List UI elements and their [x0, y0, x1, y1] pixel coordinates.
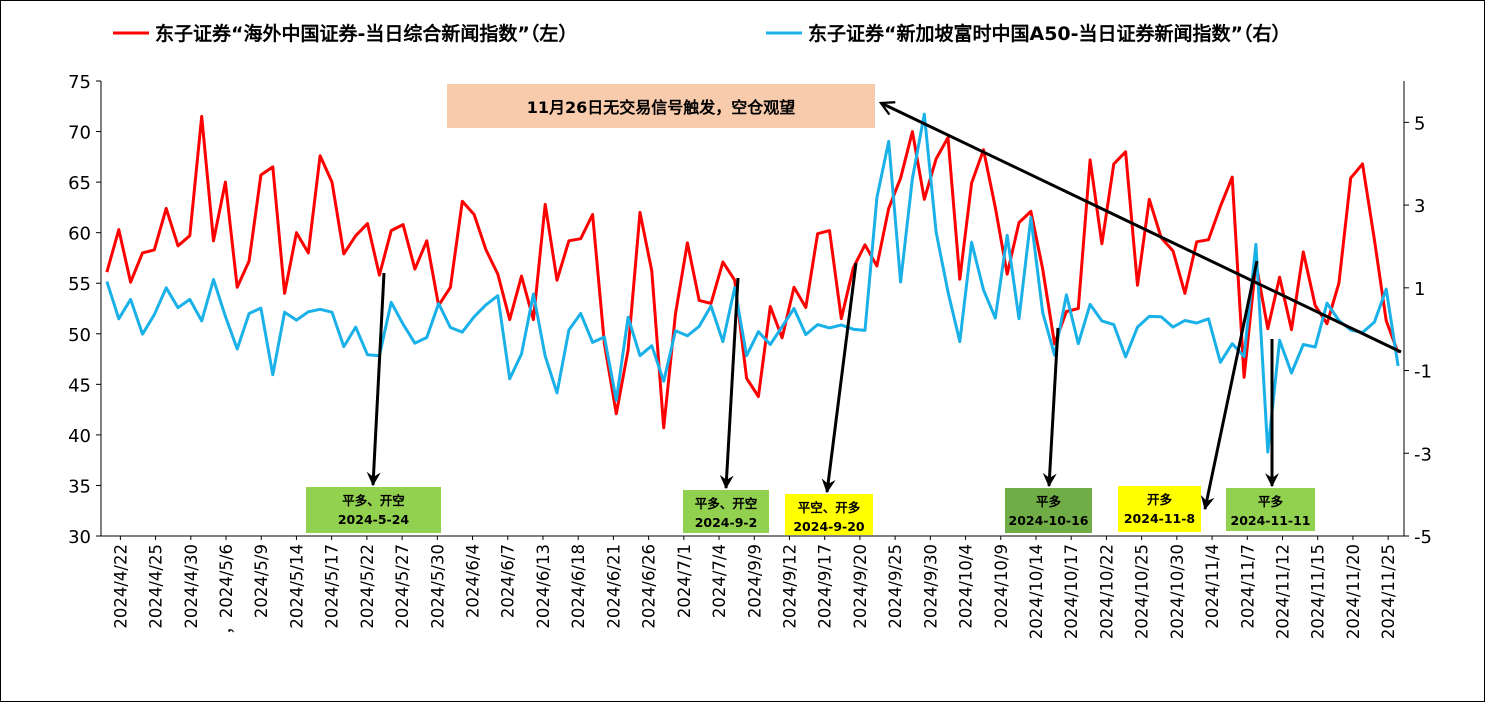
x-tick-label: ，2024/5/6 [217, 544, 236, 635]
signal-box [1226, 488, 1315, 531]
x-tick-label: 2024/11/7 [1238, 544, 1257, 629]
left-tick-label: 65 [68, 173, 91, 194]
x-tick-label: 2024/10/25 [1133, 544, 1152, 639]
legend: 东子证券“海外中国证券-当日综合新闻指数”（左） 东子证券“新加坡富时中国A50-… [113, 22, 1291, 45]
series-line-1 [105, 114, 1400, 430]
signal-box [306, 487, 441, 533]
left-tick-label: 75 [68, 72, 91, 93]
x-tick-label: 2024/11/12 [1274, 544, 1293, 639]
x-tick-label: 2024/11/4 [1203, 544, 1222, 629]
signal-action: 平多、开空 [342, 493, 405, 508]
x-tick-label: 2024/9/12 [780, 544, 799, 629]
signal-date: 2024-11-11 [1231, 513, 1311, 528]
x-tick-label: 2024/10/4 [957, 544, 976, 629]
signal-callout-6: 平多 2024-11-11 [1226, 339, 1315, 531]
x-tick-label: 2024/9/17 [816, 544, 835, 629]
series [105, 112, 1400, 454]
signal-callout-2: 平多、开空 2024-9-2 [683, 277, 769, 533]
x-tick-label: 2024/7/4 [710, 544, 729, 618]
x-tick-label: 2024/5/14 [287, 544, 306, 629]
signal-callout-3: 平空、开多 2024-9-20 [785, 262, 873, 535]
x-tick-label: 2024/7/1 [675, 544, 694, 618]
x-tick-label: 2024/4/25 [147, 544, 166, 629]
right-tick-label: 5 [1414, 113, 1425, 134]
x-tick-label: 2024/6/4 [464, 544, 483, 618]
legend-entry-1: 东子证券“海外中国证券-当日综合新闻指数”（左） [113, 22, 577, 45]
x-tick-label: 2024/9/25 [886, 544, 905, 629]
x-tick-label: 2024/11/15 [1309, 544, 1328, 639]
x-tick-label: 2024/10/14 [1027, 544, 1046, 639]
signal-arrow [1200, 260, 1259, 511]
x-tick-label: 2024/6/26 [640, 544, 659, 629]
x-tick-label: 2024/6/7 [499, 544, 518, 618]
signal-date: 2024-5-24 [338, 512, 410, 527]
left-tick-label: 55 [68, 274, 91, 295]
left-tick-label: 45 [68, 375, 91, 396]
x-tick-label: 2024/10/17 [1062, 544, 1081, 639]
note-box [447, 84, 875, 128]
signal-box [683, 490, 769, 533]
signal-callout-5: 开多 2024-11-8 [1118, 260, 1259, 532]
left-tick-label: 50 [68, 325, 91, 346]
signal-action: 开多 [1147, 492, 1173, 507]
signal-date: 2024-11-8 [1124, 511, 1195, 526]
x-tick-label: 2024/5/22 [358, 544, 377, 629]
right-tick-label: -3 [1414, 444, 1432, 465]
signal-action: 平多 [1036, 494, 1062, 509]
x-tick-label: 2024/11/25 [1379, 544, 1398, 639]
note-callout: 11月26日无交易信号触发，空仓观望 [447, 84, 1402, 354]
x-tick-label: 2024/9/20 [851, 544, 870, 629]
left-tick-label: 40 [68, 426, 91, 447]
x-tick-label: 2024/5/30 [428, 544, 447, 629]
note-arrow [881, 103, 1402, 354]
x-tick-label: 2024/9/9 [745, 544, 764, 618]
x-tick-label: 2024/6/21 [604, 544, 623, 629]
x-tick-label: 2024/9/30 [921, 544, 940, 629]
left-tick-label: 30 [68, 527, 91, 548]
signal-arrow [821, 262, 858, 494]
signal-date: 2024-9-2 [695, 515, 758, 530]
right-tick-label: 1 [1414, 279, 1425, 300]
x-tick-label: 2024/6/13 [534, 544, 553, 629]
x-tick-label: 2024/10/30 [1168, 544, 1187, 639]
legend-entry-2: 东子证券“新加坡富时中国A50-当日证券新闻指数”（右） [766, 22, 1291, 45]
right-tick-label: -5 [1414, 527, 1432, 548]
right-tick-label: 3 [1414, 196, 1425, 217]
x-tick-label: 2024/4/22 [111, 544, 130, 629]
x-tick-label: 2024/6/18 [569, 544, 588, 629]
signal-action: 平空、开多 [798, 500, 861, 515]
signal-box [1118, 486, 1201, 532]
signal-callout-1: 平多、开空 2024-5-24 [306, 272, 441, 533]
legend-label-1: 东子证券“海外中国证券-当日综合新闻指数”（左） [155, 22, 577, 45]
right-tick-label: -1 [1414, 362, 1432, 383]
x-tick-label: 2024/5/27 [393, 544, 412, 629]
x-tick-label: 2024/11/20 [1344, 544, 1363, 639]
signal-date: 2024-10-16 [1009, 513, 1089, 528]
signal-date: 2024-9-20 [793, 519, 865, 534]
signal-callout-4: 平多 2024-10-16 [1005, 327, 1092, 533]
series-line-2 [105, 112, 1400, 454]
x-tick-label: 2024/4/30 [182, 544, 201, 629]
signal-arrow [366, 272, 386, 487]
signal-box [785, 494, 873, 535]
signal-arrow [719, 277, 740, 490]
x-tick-label: 2024/5/17 [323, 544, 342, 629]
left-tick-label: 35 [68, 476, 91, 497]
signal-action: 平多、开空 [695, 496, 758, 511]
x-tick-label: 2024/5/9 [252, 544, 271, 618]
signal-action: 平多 [1258, 494, 1284, 509]
left-tick-label: 60 [68, 224, 91, 245]
x-tick-label: 2024/10/9 [992, 544, 1011, 629]
note-text: 11月26日无交易信号触发，空仓观望 [527, 98, 796, 117]
left-tick-label: 70 [68, 123, 91, 144]
x-tick-label: 2024/10/22 [1097, 544, 1116, 639]
signal-box [1005, 488, 1092, 533]
legend-label-2: 东子证券“新加坡富时中国A50-当日证券新闻指数”（右） [808, 22, 1291, 45]
signal-arrow [1042, 327, 1060, 488]
